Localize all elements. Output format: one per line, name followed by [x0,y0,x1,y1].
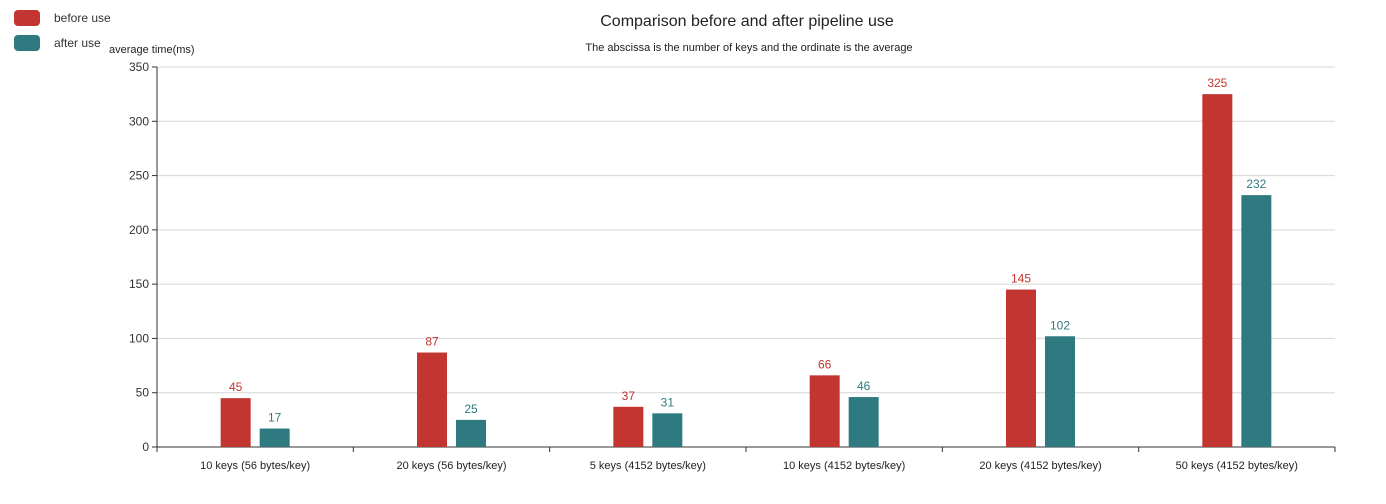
bar [1006,289,1036,447]
data-label: 87 [425,335,439,349]
legend-label-after-use: after use [54,36,101,50]
y-tick-label: 100 [129,331,149,345]
data-label: 102 [1050,318,1070,332]
data-label: 232 [1246,177,1266,191]
legend-swatch-after-use [14,35,40,51]
legend-swatch-before-use [14,10,40,26]
bar [456,419,486,447]
y-axis-label: average time(ms) [109,44,195,56]
bar [1241,195,1272,447]
data-label: 17 [268,411,282,425]
legend-label-before-use: before use [54,11,111,25]
y-tick-label: 150 [129,277,149,291]
x-tick-label: 5 keys (4152 bytes/key) [590,460,706,472]
y-tick-label: 50 [136,386,150,400]
x-tick-label: 10 keys (56 bytes/key) [200,460,310,472]
y-tick-label: 0 [142,440,149,454]
bar [613,406,644,447]
chart-title: Comparison before and after pipeline use [600,13,894,30]
bar [1202,94,1233,448]
bar [848,397,879,447]
bar [809,375,840,447]
legend-item-before-use[interactable]: before use [14,10,111,26]
x-tick-label: 50 keys (4152 bytes/key) [1176,460,1298,472]
bar [417,352,447,447]
data-label: 25 [464,402,478,416]
data-label: 66 [818,357,832,371]
data-label: 45 [229,380,243,394]
chart-subtitle: The abscissa is the number of keys and t… [585,42,913,54]
x-tick-label: 10 keys (4152 bytes/key) [783,460,905,472]
data-label: 145 [1011,272,1031,286]
data-label: 31 [661,395,675,409]
data-label: 37 [622,389,636,403]
legend-item-after-use[interactable]: after use [14,35,101,51]
y-tick-label: 250 [129,169,149,183]
data-label: 46 [857,379,871,393]
y-tick-label: 200 [129,223,149,237]
bar [1045,336,1075,447]
bar [259,428,290,447]
x-tick-label: 20 keys (56 bytes/key) [396,460,506,472]
data-label: 325 [1207,76,1227,90]
x-tick-label: 20 keys (4152 bytes/key) [979,460,1101,472]
bar [652,413,683,447]
bar [220,398,251,447]
y-tick-label: 350 [129,60,149,74]
y-tick-label: 300 [129,114,149,128]
